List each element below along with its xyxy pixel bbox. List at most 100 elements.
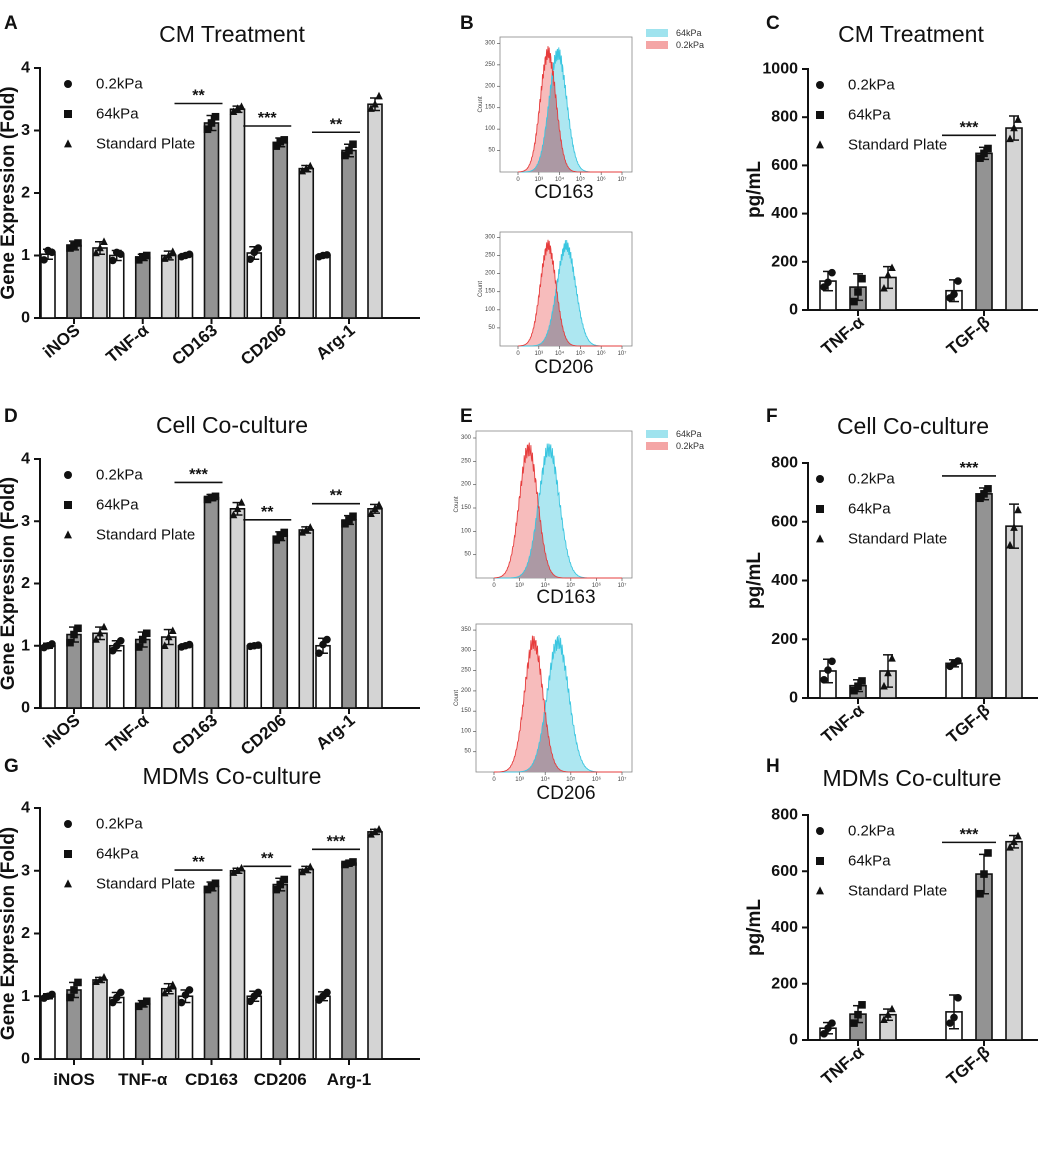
data-point [164,632,173,641]
x-tick-label: 10⁶ [597,176,607,183]
legend-swatch [646,41,668,49]
x-tick-label: TNF-α [102,320,152,367]
data-point [950,290,958,299]
legend-marker [816,111,824,119]
y-tick-label: 200 [771,253,798,270]
data-point [824,278,832,287]
legend-marker [64,110,72,118]
marker-label: CD163 [534,182,593,203]
data-point [164,984,173,992]
data-point [237,102,246,110]
y-tick-label: 150 [461,708,472,714]
y-tick-label: 300 [461,647,472,653]
x-tick-label: iNOS [40,711,84,752]
category-group: TGF-β [943,831,1023,1089]
x-tick-label: 10⁶ [597,350,607,357]
data-point [207,493,216,502]
bar [203,885,220,1060]
data-point [134,256,143,264]
y-tick-label: 3 [21,862,30,879]
data-point [168,980,177,989]
data-point [203,885,212,894]
data-point [345,516,353,524]
legend-label: 0.2kPa [848,77,895,94]
x-tick-label: 0 [492,777,496,783]
data-point [254,244,263,252]
category-group: TNF-α [818,653,897,747]
data-point [858,274,866,283]
y-tick-label: 250 [461,668,472,674]
data-point [142,997,151,1006]
flow-legend: 64kPa 0.2kPa [646,28,704,50]
data-point [302,164,311,172]
data-point [1014,115,1022,123]
legend-marker [64,471,72,479]
bar [108,996,125,1060]
histogram-line-02kpa [494,635,622,773]
significance-label: *** [960,460,979,477]
histogram-02kpa [494,442,622,578]
x-tick-label: CD163 [185,1070,238,1089]
data-point [116,988,125,997]
data-point [850,297,858,306]
legend-marker [816,475,824,483]
x-tick-label: 10³ [534,177,543,183]
data-point [880,283,888,292]
data-point [984,485,992,493]
y-tick-label: 300 [485,234,496,240]
y-axis-label: Count [454,496,460,512]
legend-marker [64,501,72,509]
x-tick-label: 10⁷ [618,776,627,783]
histogram-02kpa [518,239,622,346]
y-tick-label: 0 [789,1032,798,1049]
bar [160,987,177,1060]
category-group: Arg-1 [312,500,383,754]
bar [246,995,263,1060]
legend-label: Standard Plate [848,531,947,548]
panel-letter-b: B [460,13,474,34]
legend-swatch [646,442,668,450]
data-point [880,1015,888,1023]
data-point [134,643,143,651]
data-point [100,973,108,981]
data-point [207,882,216,891]
bar [1005,525,1023,699]
significance-label: ** [261,504,274,521]
data-point [349,858,357,866]
data-point [884,668,892,677]
data-point [66,244,74,252]
y-tick-label: 300 [485,40,496,46]
y-tick-label: 100 [461,728,472,734]
y-axis-label: Gene Expression (Fold) [0,827,19,1040]
bar [134,256,151,319]
x-tick-label: 10³ [534,351,543,357]
x-tick-label: TNF-α [102,710,152,757]
x-tick-label: TGF-β [943,313,994,360]
data-point [306,523,315,531]
legend-label: 64kPa [676,429,702,439]
data-point [48,640,56,648]
legend-marker [816,886,824,895]
data-point [954,657,962,665]
data-point [1010,123,1018,132]
data-point [92,248,100,257]
marker-label: CD206 [534,357,593,378]
significance-label: ** [330,488,343,505]
legend-label: 64kPa [848,853,891,870]
x-tick-label: 10⁴ [555,350,565,357]
bar [367,103,383,319]
data-point [371,827,379,836]
histogram: 50 100 150 200 250 300 Count 0 10³ 10⁴ 10⁵ 10⁶ 10⁷ CD… [478,36,633,203]
panel-letter-d: D [4,406,18,427]
x-tick-label: 10⁵ [576,350,586,357]
data-point [298,166,307,175]
data-point [341,860,349,869]
legend-label: Standard Plate [96,136,195,153]
y-axis-label: Count [478,281,484,297]
y-tick-label: 250 [461,458,472,464]
category-group: TNF-α [102,626,177,757]
y-tick-label: 0 [21,1051,30,1068]
